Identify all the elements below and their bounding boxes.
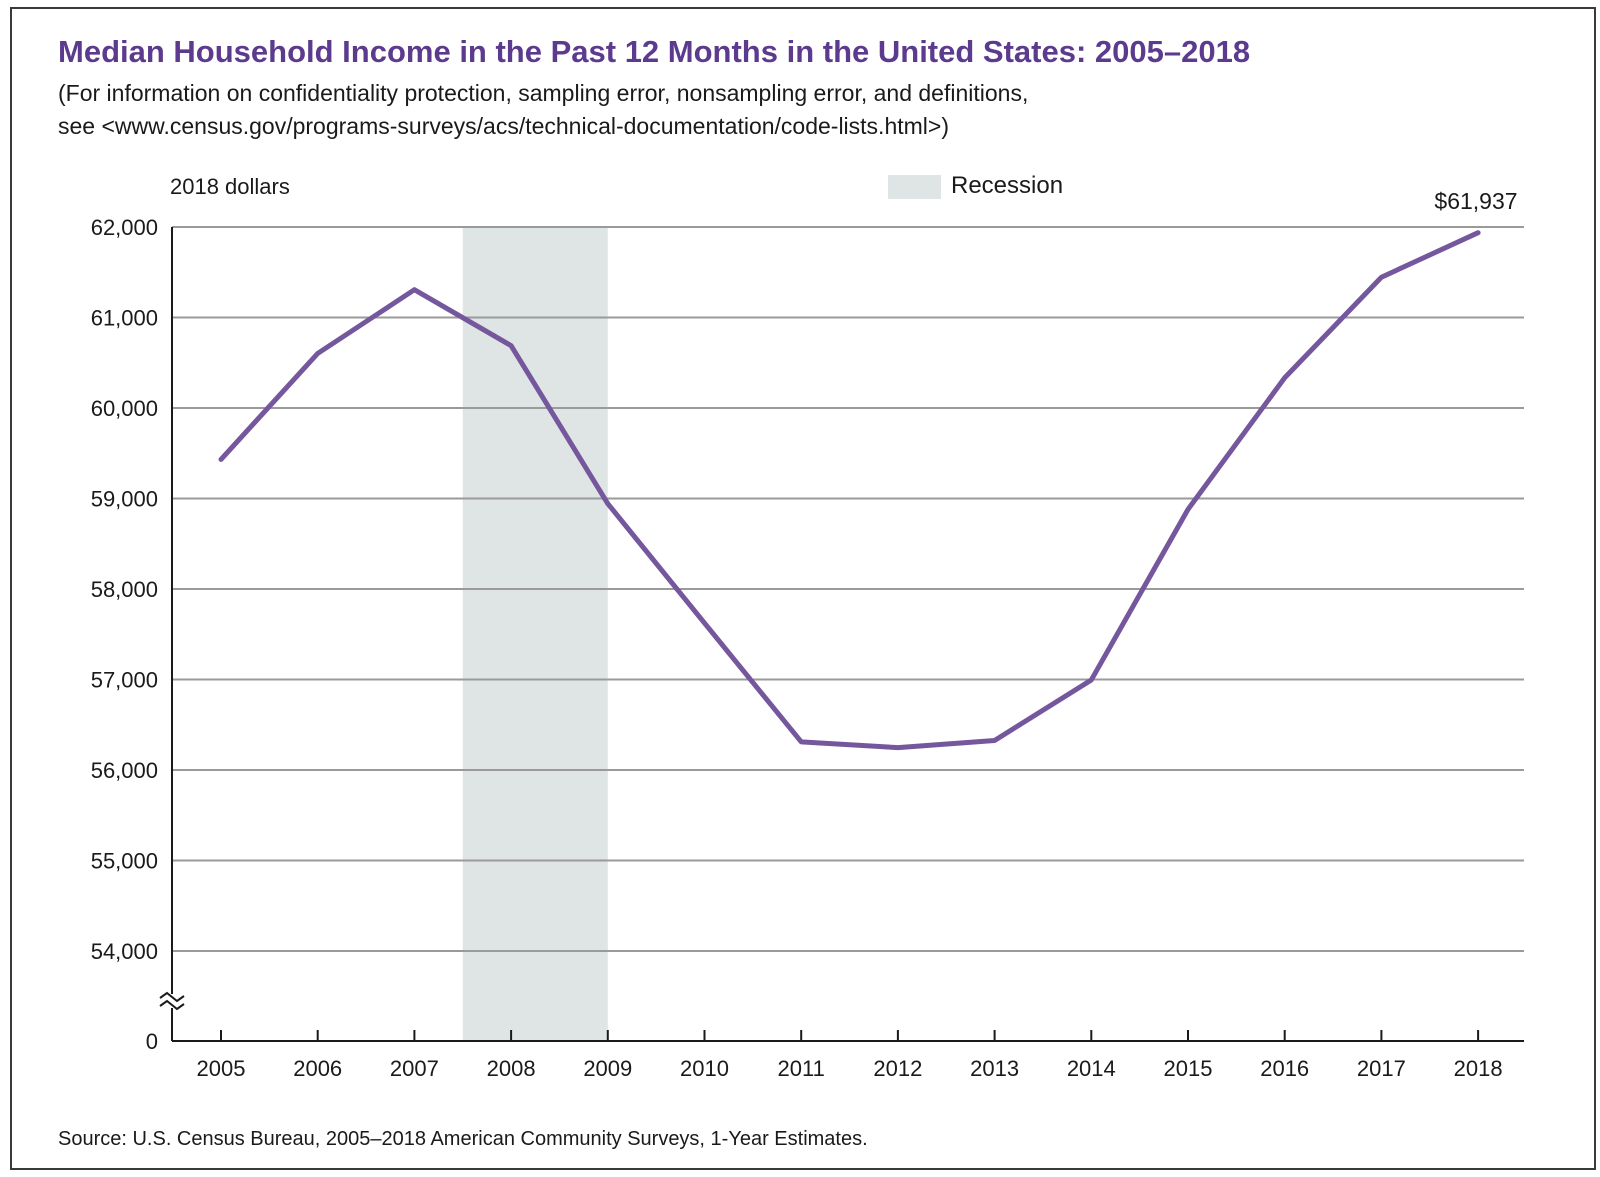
income-line xyxy=(218,230,1481,751)
subtitle-line-2: see <www.census.gov/programs-surveys/acs… xyxy=(58,113,949,139)
x-tick-label: 2014 xyxy=(1067,1056,1116,1081)
x-tick-label: 2009 xyxy=(583,1056,632,1081)
x-tick-label: 2007 xyxy=(390,1056,439,1081)
axis-break-mark-lower xyxy=(159,999,185,1011)
y-tick-label: 0 xyxy=(146,1029,158,1054)
data-point xyxy=(1187,508,1189,510)
data-point xyxy=(800,741,802,743)
x-tick-label: 2005 xyxy=(197,1056,246,1081)
x-tick-label: 2013 xyxy=(970,1056,1019,1081)
data-point xyxy=(317,352,319,354)
y-tick-label: 61,000 xyxy=(91,306,158,331)
x-tick-label: 2016 xyxy=(1260,1056,1309,1081)
data-point xyxy=(1090,679,1092,681)
x-tick-label: 2010 xyxy=(680,1056,729,1081)
axis-break-mark-upper xyxy=(159,991,185,1003)
x-tick-label: 2008 xyxy=(487,1056,536,1081)
x-tick-label: 2017 xyxy=(1357,1056,1406,1081)
data-point xyxy=(704,622,705,624)
x-tick-label: 2018 xyxy=(1454,1056,1503,1081)
y-tick-label: 54,000 xyxy=(91,939,158,964)
data-point xyxy=(1477,232,1479,234)
data-point xyxy=(220,458,222,460)
last-value-annotation: $61,937 xyxy=(1434,188,1517,214)
y-axis-label: 2018 dollars xyxy=(170,174,290,199)
x-tick-label: 2006 xyxy=(293,1056,342,1081)
y-tick-label: 58,000 xyxy=(91,577,158,602)
data-point xyxy=(510,345,512,347)
data-point xyxy=(1284,377,1286,379)
data-point xyxy=(413,289,415,291)
y-tick-label: 62,000 xyxy=(91,215,158,240)
source-note: Source: U.S. Census Bureau, 2005–2018 Am… xyxy=(58,1128,868,1150)
y-tick-label: 59,000 xyxy=(91,487,158,512)
recession-band xyxy=(462,227,608,1041)
data-point xyxy=(607,503,609,505)
y-tick-label: 56,000 xyxy=(91,758,158,783)
x-tick-label: 2011 xyxy=(778,1056,825,1081)
data-point xyxy=(1380,276,1382,278)
chart-subtitle: (For information on confidentiality prot… xyxy=(58,77,1028,143)
legend-recession-swatch xyxy=(888,175,941,199)
x-tick-label: 2012 xyxy=(873,1056,922,1081)
chart-title: Median Household Income in the Past 12 M… xyxy=(58,34,1251,69)
data-point xyxy=(994,739,996,741)
x-tick-label: 2015 xyxy=(1164,1056,1213,1081)
y-tick-label: 57,000 xyxy=(91,668,158,693)
data-point xyxy=(897,747,899,749)
y-tick-label: 55,000 xyxy=(91,849,158,874)
subtitle-line-1: (For information on confidentiality prot… xyxy=(58,80,1029,106)
y-tick-label: 60,000 xyxy=(91,396,158,421)
legend-recession-label: Recession xyxy=(951,172,1063,199)
